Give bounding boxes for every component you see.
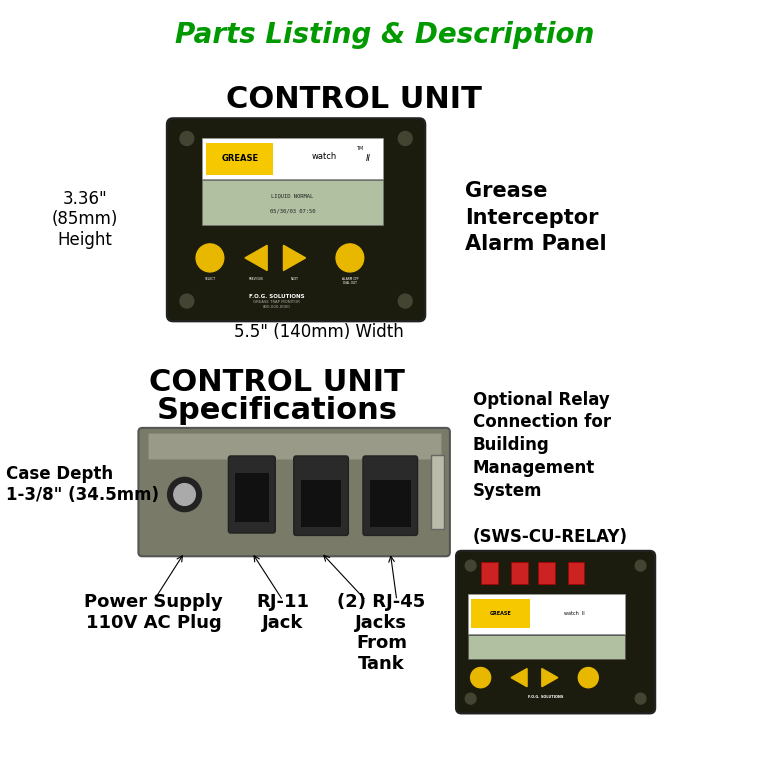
- Text: 3.36"
(85mm)
Height: 3.36" (85mm) Height: [52, 190, 118, 249]
- Circle shape: [168, 478, 201, 512]
- FancyBboxPatch shape: [202, 180, 382, 225]
- Bar: [568, 562, 584, 584]
- Text: NEXT: NEXT: [291, 277, 298, 281]
- Text: Optional Relay
Connection for
Building
Management
System

(SWS-CU-RELAY): Optional Relay Connection for Building M…: [473, 391, 628, 546]
- FancyBboxPatch shape: [167, 118, 425, 321]
- Circle shape: [465, 560, 476, 571]
- Circle shape: [471, 668, 491, 688]
- Text: 5.5" (140mm) Width: 5.5" (140mm) Width: [235, 323, 404, 342]
- Text: F.O.G. SOLUTIONS: F.O.G. SOLUTIONS: [248, 293, 305, 299]
- Text: Power Supply
110V AC Plug: Power Supply 110V AC Plug: [85, 593, 223, 632]
- Circle shape: [180, 131, 194, 145]
- Circle shape: [398, 131, 412, 145]
- Text: 05/30/03 07:50: 05/30/03 07:50: [270, 209, 315, 213]
- Text: Specifications: Specifications: [156, 395, 398, 425]
- Bar: [471, 599, 530, 629]
- Polygon shape: [284, 245, 305, 271]
- Text: II: II: [366, 154, 371, 163]
- Text: ALARM OFF
DIAL OUT: ALARM OFF DIAL OUT: [341, 277, 358, 286]
- Text: watch: watch: [311, 152, 337, 161]
- FancyBboxPatch shape: [468, 635, 625, 660]
- Bar: [206, 143, 274, 175]
- FancyBboxPatch shape: [456, 551, 655, 713]
- Text: Grease
Interceptor
Alarm Panel: Grease Interceptor Alarm Panel: [465, 181, 607, 254]
- Text: watch  II: watch II: [564, 612, 584, 616]
- FancyBboxPatch shape: [363, 456, 418, 535]
- Polygon shape: [245, 245, 267, 271]
- FancyBboxPatch shape: [138, 428, 450, 556]
- Text: CONTROL UNIT: CONTROL UNIT: [149, 368, 404, 398]
- Text: CONTROL UNIT: CONTROL UNIT: [226, 85, 481, 114]
- Circle shape: [196, 244, 224, 272]
- Circle shape: [635, 560, 646, 571]
- Text: LIQUID NORMAL: LIQUID NORMAL: [271, 194, 314, 199]
- Text: Parts Listing & Description: Parts Listing & Description: [175, 21, 594, 49]
- FancyBboxPatch shape: [301, 480, 341, 527]
- Polygon shape: [511, 668, 527, 687]
- Text: TM: TM: [356, 145, 363, 151]
- Circle shape: [180, 294, 194, 308]
- Bar: [511, 562, 528, 584]
- Text: (2) RJ-45
Jacks
From
Tank: (2) RJ-45 Jacks From Tank: [338, 593, 425, 673]
- FancyBboxPatch shape: [294, 456, 348, 535]
- Circle shape: [398, 294, 412, 308]
- Text: GREASE: GREASE: [221, 154, 258, 163]
- FancyBboxPatch shape: [431, 455, 444, 529]
- Circle shape: [578, 668, 598, 688]
- Circle shape: [174, 484, 195, 506]
- Bar: [481, 562, 498, 584]
- Text: RJ-11
Jack: RJ-11 Jack: [257, 593, 309, 632]
- Text: Case Depth
1-3/8" (34.5mm): Case Depth 1-3/8" (34.5mm): [6, 465, 159, 504]
- Text: GREASE: GREASE: [490, 612, 511, 616]
- Circle shape: [465, 693, 476, 704]
- FancyBboxPatch shape: [235, 473, 269, 522]
- FancyBboxPatch shape: [468, 594, 625, 633]
- FancyBboxPatch shape: [228, 456, 275, 533]
- FancyBboxPatch shape: [148, 433, 441, 459]
- Text: PREVIOUS: PREVIOUS: [248, 277, 264, 281]
- FancyBboxPatch shape: [202, 138, 382, 180]
- Text: F.O.G. SOLUTIONS: F.O.G. SOLUTIONS: [528, 696, 564, 699]
- FancyBboxPatch shape: [370, 480, 411, 527]
- Bar: [538, 562, 555, 584]
- Circle shape: [336, 244, 364, 272]
- Text: SELECT: SELECT: [205, 277, 215, 281]
- Polygon shape: [542, 668, 558, 687]
- Text: GREASE TRAP MONITOR
800-000-0000: GREASE TRAP MONITOR 800-000-0000: [253, 300, 300, 309]
- Circle shape: [635, 693, 646, 704]
